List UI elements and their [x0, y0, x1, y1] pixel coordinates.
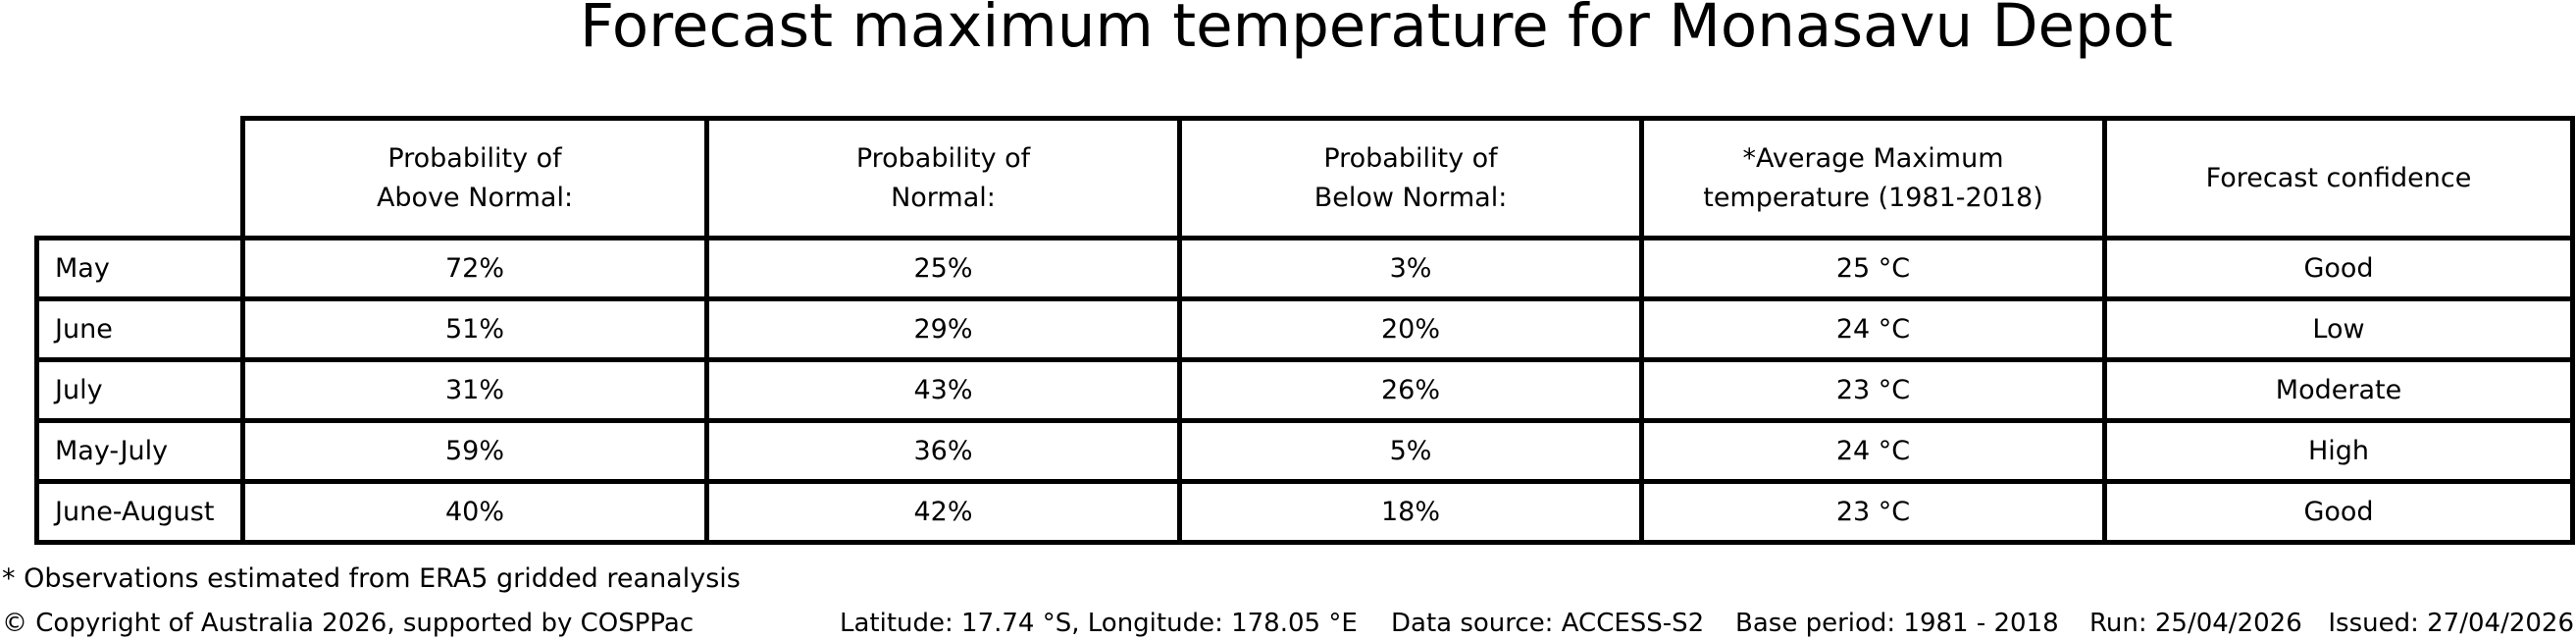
cell-above-normal: 51% [240, 296, 709, 362]
cell-forecast-confidence: Low [2102, 296, 2575, 362]
page-title: Forecast maximum temperature for Monasav… [579, 0, 2174, 61]
cell-below-normal: 3% [1177, 236, 1644, 301]
row-label: June [34, 296, 245, 362]
cell-above-normal: 31% [240, 357, 709, 423]
cell-normal: 29% [704, 296, 1182, 362]
table-row-july: July 31% 43% 26% 23 °C Moderate [34, 357, 2575, 423]
issued-date-text: Issued: 27/04/2026 [2328, 609, 2574, 638]
cell-normal: 43% [704, 357, 1182, 423]
column-header-forecast-confidence: Forecast confidence [2102, 116, 2575, 240]
row-label: May-July [34, 418, 245, 484]
cell-above-normal: 72% [240, 236, 709, 301]
table-row-june-august: June-August 40% 42% 18% 23 °C Good [34, 479, 2575, 545]
footer-bar: © Copyright of Australia 2026, supported… [0, 609, 2576, 640]
cell-above-normal: 40% [240, 479, 709, 545]
cell-forecast-confidence: High [2102, 418, 2575, 484]
cell-average-max-temp: 23 °C [1639, 479, 2107, 545]
cell-normal: 36% [704, 418, 1182, 484]
cell-above-normal: 59% [240, 418, 709, 484]
copyright-text: © Copyright of Australia 2026, supported… [2, 609, 695, 638]
cell-below-normal: 20% [1177, 296, 1644, 362]
base-period-text: Base period: 1981 - 2018 [1735, 609, 2059, 638]
observations-footnote: * Observations estimated from ERA5 gridd… [2, 563, 741, 594]
table-corner-cell [37, 119, 243, 239]
cell-below-normal: 18% [1177, 479, 1644, 545]
column-header-average-max-temp: *Average Maximum temperature (1981-2018) [1639, 116, 2107, 240]
column-header-normal: Probability of Normal: [704, 116, 1182, 240]
table-row-may: May 72% 25% 3% 25 °C Good [34, 236, 2575, 301]
run-date-text: Run: 25/04/2026 [2089, 609, 2302, 638]
table-row-may-july: May-July 59% 36% 5% 24 °C High [34, 418, 2575, 484]
table-row-june: June 51% 29% 20% 24 °C Low [34, 296, 2575, 362]
row-label: June-August [34, 479, 245, 545]
cell-average-max-temp: 23 °C [1639, 357, 2107, 423]
cell-normal: 42% [704, 479, 1182, 545]
cell-average-max-temp: 24 °C [1639, 418, 2107, 484]
lat-long-text: Latitude: 17.74 °S, Longitude: 178.05 °E [840, 609, 1358, 638]
cell-average-max-temp: 25 °C [1639, 236, 2107, 301]
cell-average-max-temp: 24 °C [1639, 296, 2107, 362]
row-label: July [34, 357, 245, 423]
column-header-above-normal: Probability of Above Normal: [240, 116, 709, 240]
table-header-row: Probability of Above Normal: Probability… [37, 116, 2575, 240]
cell-forecast-confidence: Good [2102, 479, 2575, 545]
row-label: May [34, 236, 245, 301]
cell-forecast-confidence: Good [2102, 236, 2575, 301]
cell-forecast-confidence: Moderate [2102, 357, 2575, 423]
cell-below-normal: 26% [1177, 357, 1644, 423]
data-source-text: Data source: ACCESS-S2 [1391, 609, 1705, 638]
column-header-below-normal: Probability of Below Normal: [1177, 116, 1644, 240]
cell-below-normal: 5% [1177, 418, 1644, 484]
cell-normal: 25% [704, 236, 1182, 301]
forecast-table: Probability of Above Normal: Probability… [34, 116, 2575, 545]
